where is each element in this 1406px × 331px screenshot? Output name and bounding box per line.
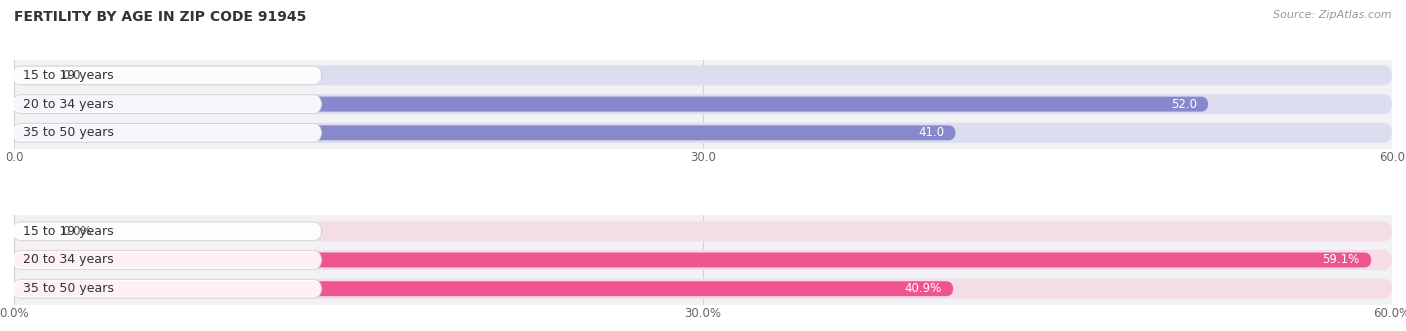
FancyBboxPatch shape — [14, 221, 1392, 241]
FancyBboxPatch shape — [14, 125, 956, 140]
Text: 35 to 50 years: 35 to 50 years — [24, 282, 114, 295]
Text: FERTILITY BY AGE IN ZIP CODE 91945: FERTILITY BY AGE IN ZIP CODE 91945 — [14, 10, 307, 24]
FancyBboxPatch shape — [11, 66, 322, 85]
Text: 0.0: 0.0 — [62, 69, 80, 82]
FancyBboxPatch shape — [14, 253, 1371, 267]
FancyBboxPatch shape — [11, 123, 322, 142]
Text: 20 to 34 years: 20 to 34 years — [24, 98, 114, 111]
FancyBboxPatch shape — [11, 95, 322, 113]
Text: 35 to 50 years: 35 to 50 years — [24, 126, 114, 139]
Text: 59.1%: 59.1% — [1323, 254, 1360, 266]
Text: 52.0: 52.0 — [1171, 98, 1197, 111]
FancyBboxPatch shape — [14, 94, 1392, 114]
Text: 20 to 34 years: 20 to 34 years — [24, 254, 114, 266]
Text: 15 to 19 years: 15 to 19 years — [24, 225, 114, 238]
Text: Source: ZipAtlas.com: Source: ZipAtlas.com — [1274, 10, 1392, 20]
FancyBboxPatch shape — [14, 250, 1392, 270]
FancyBboxPatch shape — [11, 222, 322, 241]
FancyBboxPatch shape — [14, 279, 1392, 299]
FancyBboxPatch shape — [14, 123, 1392, 143]
Text: 0.0%: 0.0% — [62, 225, 91, 238]
FancyBboxPatch shape — [14, 65, 1392, 85]
Text: 15 to 19 years: 15 to 19 years — [24, 69, 114, 82]
FancyBboxPatch shape — [11, 279, 322, 298]
Text: 41.0: 41.0 — [918, 126, 945, 139]
FancyBboxPatch shape — [14, 281, 953, 296]
FancyBboxPatch shape — [14, 97, 1208, 112]
FancyBboxPatch shape — [11, 251, 322, 269]
Text: 40.9%: 40.9% — [904, 282, 942, 295]
